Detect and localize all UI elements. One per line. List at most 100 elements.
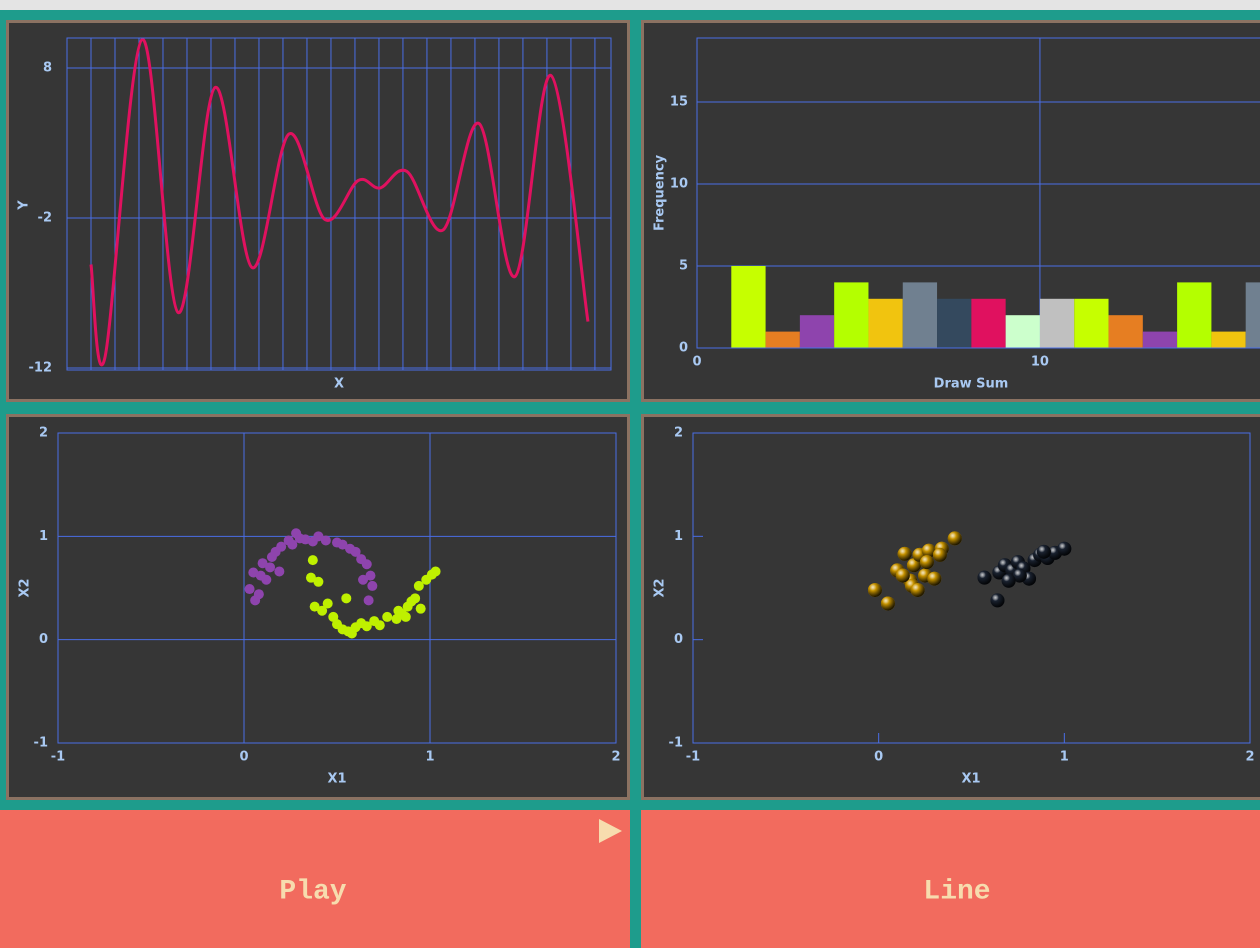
panel-frame: [641, 414, 1260, 800]
scatter-point: [287, 539, 298, 550]
scatter-point: [430, 566, 441, 577]
plot-frame: [692, 432, 1251, 744]
sphere-highlight: [932, 547, 947, 562]
plot-marks: [867, 531, 1072, 611]
histogram-bar: [1108, 315, 1143, 348]
title-bar: [0, 0, 1260, 10]
scatter-point: [382, 611, 393, 622]
y-tick-label: 0: [679, 341, 688, 356]
scatter-point: [244, 584, 255, 595]
line-series: [89, 38, 590, 367]
scatter-point: [337, 539, 348, 550]
scatter-point: [400, 611, 411, 622]
plot-marks: [244, 528, 441, 639]
chart-panel: 0 5 10 15 0 10 Draw Sum Frequency: [641, 20, 1260, 402]
x-tick-label: 2: [611, 750, 620, 765]
scatter-point: [413, 580, 424, 591]
scatter-point: [374, 620, 385, 631]
sphere-highlight: [927, 571, 942, 586]
scatter-point: [410, 593, 421, 604]
plot-frame: [66, 37, 612, 371]
x-axis-label: X: [334, 377, 344, 392]
play-icon[interactable]: [599, 819, 622, 843]
plot-frame: [57, 432, 617, 744]
scatter-point: [358, 574, 369, 585]
y-tick-label: -1: [669, 736, 683, 751]
play-button[interactable]: [0, 810, 630, 948]
sphere-highlight: [895, 568, 910, 583]
y-axis-label: Y: [17, 200, 32, 211]
scatter-point: [341, 593, 352, 604]
x-tick-label: 1: [425, 750, 434, 765]
play-button-label[interactable]: Play: [279, 876, 346, 907]
chart-panel: 8 -2 -12 X Y: [6, 20, 630, 402]
line-button-label[interactable]: Line: [923, 876, 990, 907]
scatter-point: [320, 535, 331, 546]
y-tick-label: 2: [674, 426, 683, 441]
histogram-bar: [1245, 282, 1260, 348]
scatter-point: [274, 566, 285, 577]
scatter-point: [415, 603, 426, 614]
x-tick-label: 0: [692, 355, 701, 370]
histogram-bar: [1039, 298, 1075, 348]
scatter-point: [257, 558, 268, 569]
histogram-bar: [1005, 315, 1040, 348]
histogram-bar: [834, 282, 869, 348]
scatter-point: [253, 589, 264, 600]
y-tick-label: 15: [670, 94, 688, 109]
histogram-bar: [902, 282, 938, 348]
sphere-highlight: [1001, 573, 1016, 588]
y-tick-label: 0: [674, 632, 683, 647]
histogram-bar: [971, 298, 1006, 348]
histogram-bar: [937, 298, 972, 348]
scatter-point: [361, 559, 372, 570]
sphere-highlight: [1012, 568, 1027, 583]
scatter-point: [322, 598, 333, 609]
scatter-point: [313, 531, 324, 542]
histogram-bar: [1211, 331, 1246, 348]
x-axis-label: Draw Sum: [934, 377, 1009, 392]
sphere-highlight: [977, 570, 992, 585]
x-tick-label: 2: [1245, 750, 1254, 765]
sphere-highlight: [919, 555, 934, 570]
y-axis-label: Frequency: [653, 154, 668, 231]
scatter-point: [363, 595, 374, 606]
sphere-highlight: [1036, 544, 1051, 559]
scatter-point: [265, 562, 276, 573]
plot-marks: [89, 38, 590, 367]
histogram-bar: [799, 315, 835, 348]
chart-panel: -1 0 1 2 -1 0 1 2 X1 X2: [641, 414, 1260, 800]
x-tick-label: -1: [686, 750, 700, 765]
scatter-point: [309, 601, 320, 612]
y-tick-label: -1: [34, 736, 48, 751]
y-axis-label: X2: [653, 578, 668, 597]
scatter-point: [313, 576, 324, 587]
x-tick-label: -1: [51, 750, 65, 765]
sphere-highlight: [990, 593, 1005, 608]
sphere-highlight: [1057, 541, 1072, 556]
x-tick-label: 0: [239, 750, 248, 765]
histogram-bar: [868, 298, 903, 348]
sphere-highlight: [897, 546, 912, 561]
y-tick-label: -2: [38, 211, 52, 226]
y-tick-label: 0: [39, 632, 48, 647]
y-tick-label: -12: [29, 361, 53, 376]
scatter-point: [261, 574, 272, 585]
sphere-highlight: [910, 583, 925, 598]
y-tick-label: 5: [679, 258, 688, 273]
y-tick-label: 8: [43, 61, 52, 76]
sphere-highlight: [921, 543, 936, 558]
sphere-highlight: [906, 558, 921, 573]
y-tick-label: 10: [670, 176, 688, 191]
y-tick-label: 2: [39, 426, 48, 441]
x-axis-label: X1: [961, 772, 980, 787]
scatter-point: [365, 570, 376, 581]
x-axis-label: X1: [327, 772, 346, 787]
line-button[interactable]: [641, 810, 1260, 948]
x-tick-label: 1: [1060, 750, 1069, 765]
sphere-highlight: [947, 531, 962, 546]
plot-marks: [731, 265, 1260, 348]
x-tick-label: 10: [1031, 355, 1049, 370]
histogram-bar: [1177, 282, 1212, 348]
